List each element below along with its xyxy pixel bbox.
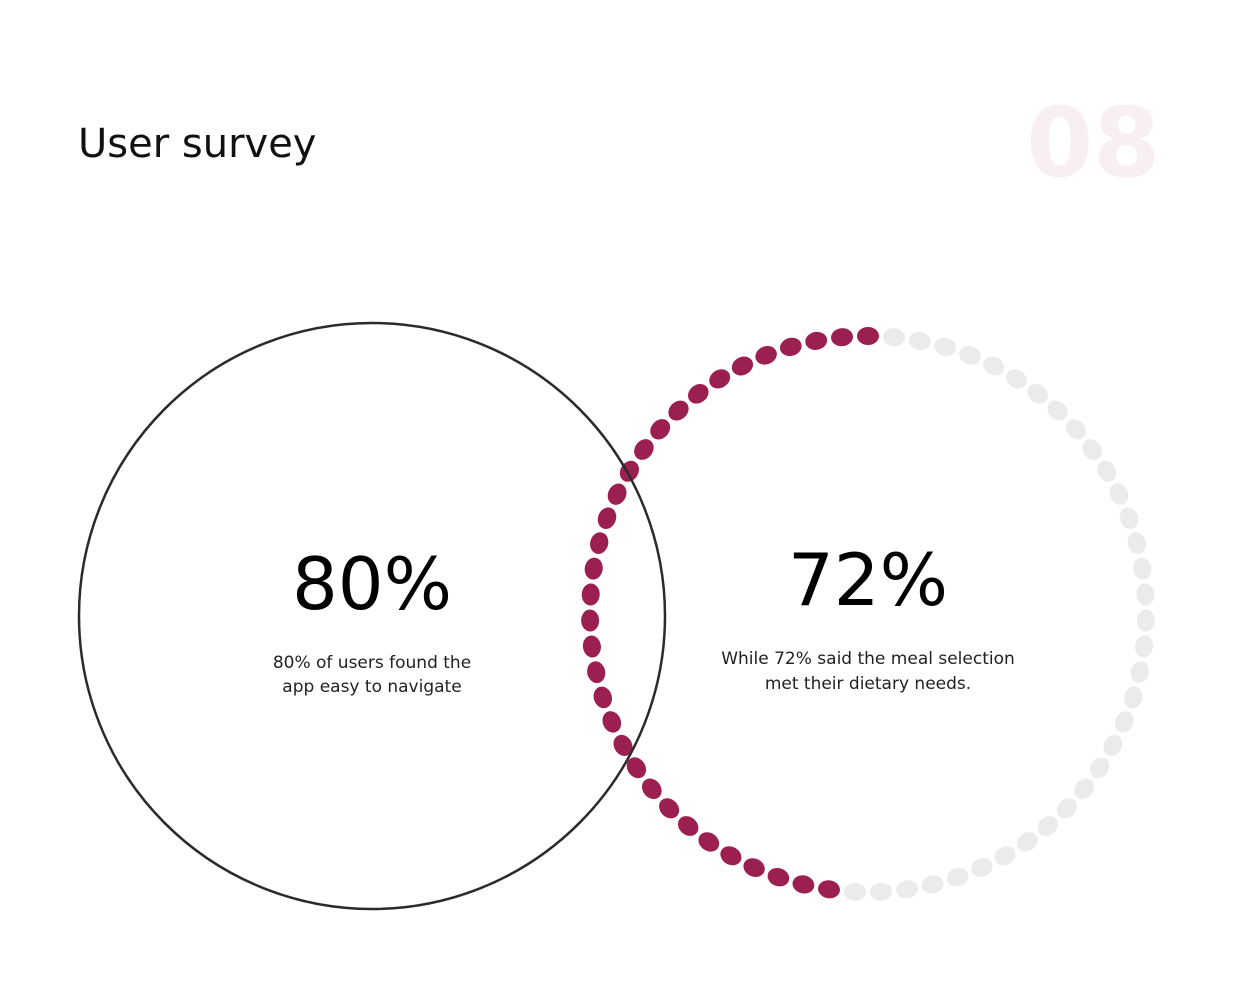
page-number: 08 [1026, 87, 1160, 199]
ring-dot [1119, 507, 1139, 529]
ring-dot [1135, 635, 1154, 658]
ring-dot [677, 816, 699, 836]
ring-dot [805, 331, 828, 350]
ring-dot [896, 880, 918, 899]
ring-dot [1124, 686, 1143, 709]
ring-dot [1136, 609, 1155, 632]
ring-dot [731, 356, 754, 376]
ring-dot [641, 778, 662, 800]
ring-dot [1016, 832, 1038, 852]
ring-dot [1133, 557, 1152, 580]
ring-dot [959, 346, 981, 365]
ring-dot [908, 331, 931, 350]
stat-description: met their dietary needs. [765, 674, 971, 694]
ring-dot [779, 337, 802, 357]
ring-dot [1082, 439, 1102, 460]
ring-dot [590, 532, 609, 554]
ring-dot [709, 369, 731, 389]
ring-dot [971, 858, 993, 877]
ring-dot [582, 635, 601, 658]
ring-dot [720, 846, 742, 866]
ring-dot [767, 867, 790, 887]
ring-dot [698, 832, 720, 852]
title: User survey [78, 121, 316, 167]
ring-dot [857, 327, 879, 345]
ring-dot [921, 875, 944, 894]
ring-dot [1097, 460, 1117, 482]
ring-dot [883, 328, 905, 347]
ring-dot [1136, 583, 1155, 606]
ring-dot [1103, 734, 1123, 756]
stat-description: 80% of users found the [273, 653, 471, 673]
ring-dot [982, 356, 1005, 376]
ring-dot [634, 439, 654, 460]
ring-dot [831, 328, 853, 347]
ring-dot [581, 609, 600, 632]
dotted-ring [581, 327, 1155, 901]
ring-dot [755, 346, 777, 365]
ring-dot [593, 686, 612, 709]
ring-dot [659, 798, 680, 819]
ring-dot [994, 846, 1016, 866]
ring-dot [1037, 816, 1059, 836]
ring-dot [792, 875, 815, 894]
stat-description: app easy to navigate [282, 677, 461, 697]
ring-dot [870, 882, 892, 901]
ring-dot [818, 880, 840, 899]
outline-circle [77, 321, 667, 911]
ring-dot [934, 337, 957, 357]
ring-dot [1056, 798, 1077, 819]
stat-description: While 72% said the meal selection [721, 649, 1015, 669]
ring-dot [613, 734, 633, 756]
ring-dot [607, 483, 627, 505]
ring-dot [1109, 483, 1129, 505]
ring-dot [1074, 778, 1095, 800]
ring-dot [1089, 757, 1110, 779]
ring-dot [668, 400, 689, 421]
ring-dot [1065, 419, 1086, 440]
ring-dot [581, 583, 600, 606]
ring-dot [587, 661, 606, 684]
ring-dot [584, 557, 603, 580]
ring-dot [1127, 532, 1146, 554]
ring-dot [602, 711, 622, 733]
ring-dot [626, 757, 647, 779]
ring-dot [650, 419, 671, 440]
ring-dot [946, 867, 969, 887]
ring-dot [1114, 711, 1134, 733]
ring-dot [1027, 384, 1049, 404]
ring-dot [1047, 400, 1068, 421]
ring-dot [844, 882, 866, 901]
ring-dot [1130, 661, 1149, 684]
ring-dot [597, 507, 617, 529]
stat-value: 80% [292, 542, 452, 626]
stat-value: 72% [788, 538, 948, 622]
ring-dot [687, 384, 709, 404]
ring-dot [743, 858, 765, 877]
ring-dot [1005, 369, 1027, 389]
